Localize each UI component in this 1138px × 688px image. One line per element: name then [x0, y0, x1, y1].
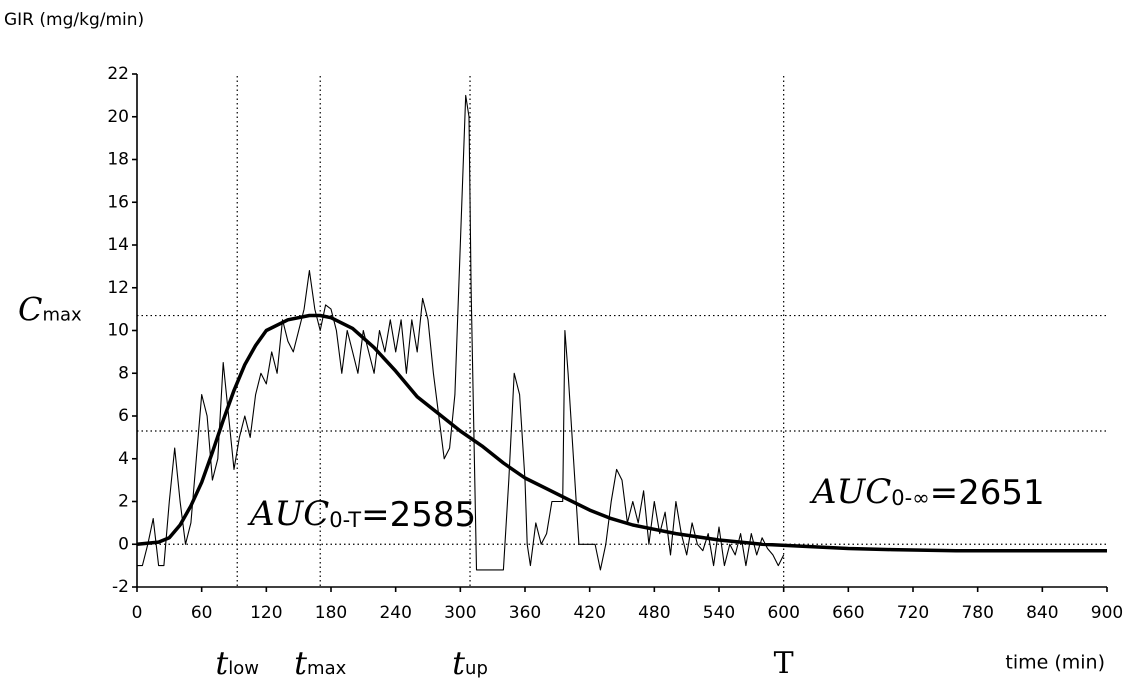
x-tick-label: 360 — [509, 603, 541, 623]
reference-symbol: T — [774, 646, 794, 681]
y-tick-label: 4 — [118, 449, 129, 469]
reference-label: tup — [452, 644, 488, 682]
x-tick-label: 780 — [961, 603, 993, 623]
x-tick-label: 120 — [250, 603, 282, 623]
y-tick-label: 8 — [118, 363, 129, 383]
data-line — [137, 94, 785, 571]
x-tick-label: 420 — [573, 603, 605, 623]
y-tick-label: 20 — [107, 107, 129, 127]
y-tick-label: 10 — [107, 321, 129, 341]
reference-symbol: t — [294, 644, 307, 682]
reference-symbol: t — [452, 644, 465, 682]
reference-subscript: max — [307, 658, 347, 679]
annotation-value: =2585 — [361, 495, 476, 535]
y-tick-label: 0 — [118, 534, 129, 554]
x-tick-label: 660 — [832, 603, 864, 623]
annotation-main: AUC — [247, 494, 329, 534]
x-tick-label: 300 — [444, 603, 476, 623]
annotation-value: =2651 — [930, 473, 1045, 513]
y-tick-label: 6 — [118, 406, 129, 426]
x-tick-label: 840 — [1026, 603, 1058, 623]
reference-symbol: C — [18, 290, 42, 328]
y-axis-label: GIR (mg/kg/min) — [4, 10, 144, 30]
y-tick-label: 12 — [107, 278, 129, 298]
annotation: AUC0-T=2585 — [247, 494, 476, 535]
x-tick-label: 0 — [132, 603, 143, 623]
y-tick-label: 2 — [118, 492, 129, 512]
annotation-subscript: 0-∞ — [891, 486, 929, 510]
reference-subscript: up — [465, 658, 488, 679]
reference-label: tmax — [294, 644, 346, 682]
x-tick-label: 600 — [767, 603, 799, 623]
y-tick-label: -2 — [112, 577, 129, 597]
x-tick-label: 60 — [191, 603, 213, 623]
x-axis-label: time (min) — [1005, 652, 1105, 674]
y-tick-label: 16 — [107, 192, 129, 212]
y-tick-label: 14 — [107, 235, 129, 255]
reference-label: tlow — [215, 644, 259, 682]
x-tick-label: 240 — [379, 603, 411, 623]
x-tick-label: 180 — [315, 603, 347, 623]
x-tick-label: 480 — [638, 603, 670, 623]
x-tick-label: 540 — [703, 603, 735, 623]
x-tick-label: 900 — [1091, 603, 1123, 623]
annotation: AUC0-∞=2651 — [809, 472, 1045, 513]
data-line — [136, 313, 1107, 553]
reference-subscript: low — [228, 658, 259, 679]
reference-label: Cmax — [18, 290, 82, 328]
y-tick-label: 22 — [107, 64, 129, 84]
reference-subscript: max — [42, 305, 82, 326]
reference-label: T — [774, 646, 794, 681]
y-tick-label: 18 — [107, 150, 129, 170]
annotation-main: AUC — [809, 472, 891, 512]
reference-symbol: t — [215, 644, 228, 682]
annotation-subscript: 0-T — [329, 508, 361, 532]
x-tick-label: 720 — [897, 603, 929, 623]
